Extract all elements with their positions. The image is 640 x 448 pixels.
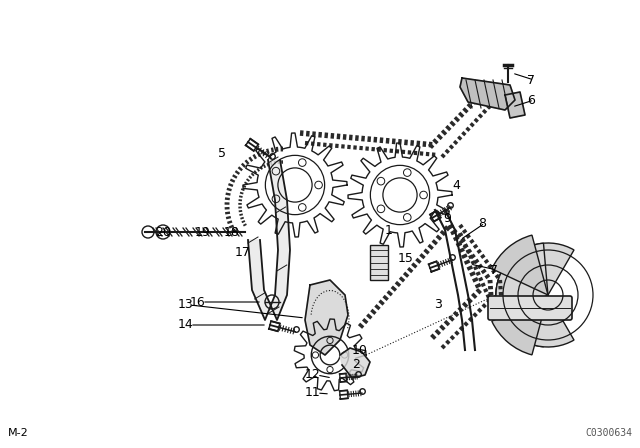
Text: 12: 12 [305,369,321,382]
Text: 16: 16 [190,296,205,309]
Text: M-2: M-2 [8,428,29,438]
Wedge shape [496,243,574,335]
Text: 8: 8 [478,216,486,229]
Text: 13: 13 [178,298,194,311]
Polygon shape [505,92,525,118]
Text: 11: 11 [305,387,321,400]
Polygon shape [460,78,515,110]
Text: 4: 4 [452,178,460,191]
Text: 6: 6 [527,94,535,107]
Text: 14: 14 [178,319,194,332]
Text: 17: 17 [235,246,251,258]
Wedge shape [492,235,548,295]
Polygon shape [340,348,370,378]
FancyBboxPatch shape [488,296,572,320]
Wedge shape [496,255,574,347]
Polygon shape [248,160,290,320]
Text: 7: 7 [490,263,498,276]
Wedge shape [496,243,548,347]
Text: 7: 7 [527,73,535,86]
Text: 15: 15 [398,251,414,264]
Bar [370,245,388,280]
Text: 18: 18 [224,225,240,238]
Text: 1: 1 [385,224,393,237]
Text: 2: 2 [352,358,360,371]
Text: 5: 5 [218,146,226,159]
Text: 9: 9 [443,211,451,224]
Text: 20: 20 [155,225,171,238]
Polygon shape [305,280,348,355]
Text: 10: 10 [352,344,368,357]
Wedge shape [492,295,548,355]
Text: 3: 3 [434,298,442,311]
Text: C0300634: C0300634 [585,428,632,438]
Text: 19: 19 [195,225,211,238]
